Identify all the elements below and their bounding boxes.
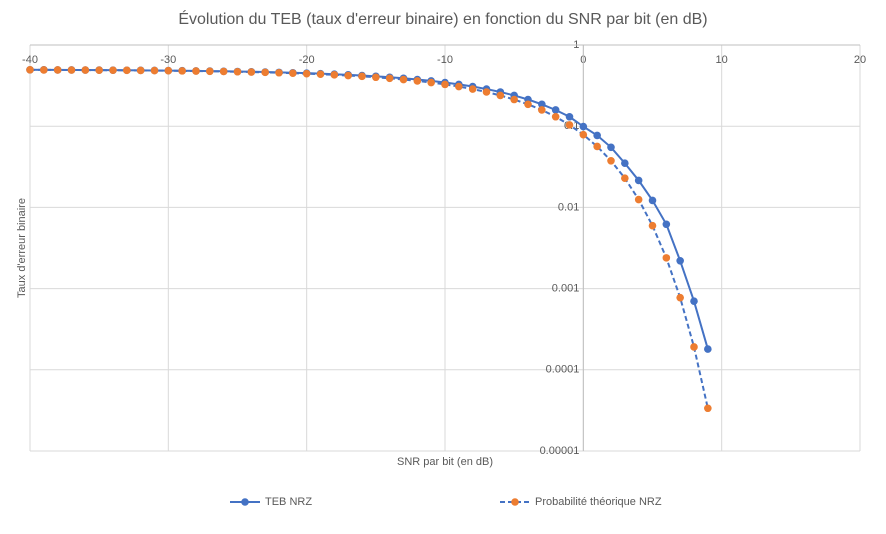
data-point — [261, 68, 269, 77]
data-point — [164, 66, 173, 75]
data-point — [427, 78, 435, 87]
data-point — [704, 404, 712, 413]
data-point — [621, 174, 629, 182]
x-tick-label: -10 — [437, 54, 453, 66]
data-point — [496, 91, 505, 100]
data-point — [551, 106, 560, 114]
data-point — [621, 159, 629, 168]
data-point — [524, 100, 532, 109]
data-point — [482, 88, 491, 96]
data-point — [593, 131, 601, 140]
data-point — [468, 85, 477, 93]
legend-marker — [241, 498, 249, 506]
data-point — [178, 67, 186, 75]
data-point — [302, 69, 311, 78]
data-point — [316, 70, 325, 78]
data-point — [565, 121, 574, 129]
data-point — [704, 345, 712, 353]
data-point — [579, 130, 588, 139]
data-point — [538, 106, 546, 114]
data-point — [40, 66, 48, 74]
y-tick-label: 0.001 — [552, 283, 580, 295]
data-point — [150, 66, 159, 75]
data-point — [607, 143, 615, 152]
data-point — [413, 77, 422, 85]
data-point — [123, 66, 131, 75]
y-axis-title: Taux d'erreur binaire — [16, 198, 28, 298]
x-tick-label: -30 — [160, 54, 176, 66]
data-point — [455, 82, 463, 91]
x-tick-label: 20 — [854, 54, 866, 66]
series-line — [29, 68, 709, 350]
data-point — [593, 142, 601, 151]
data-point — [690, 297, 698, 305]
x-tick-label: -40 — [22, 54, 38, 66]
data-point — [690, 343, 698, 351]
data-point — [26, 66, 34, 74]
series-line — [29, 68, 709, 409]
data-point — [579, 122, 588, 131]
data-point — [676, 256, 684, 265]
data-point — [634, 176, 643, 185]
data-point — [648, 221, 657, 230]
data-point — [53, 66, 62, 74]
legend-marker — [511, 498, 519, 506]
data-point — [136, 66, 145, 75]
data-point — [538, 100, 546, 109]
data-point — [441, 80, 449, 89]
x-tick-label: 10 — [716, 54, 728, 66]
data-point — [233, 67, 242, 76]
data-point — [219, 67, 228, 76]
data-point — [344, 71, 352, 80]
data-point — [634, 195, 643, 204]
data-point — [607, 156, 615, 165]
data-point — [676, 293, 684, 302]
data-point — [275, 68, 283, 77]
data-point — [662, 220, 671, 229]
data-point — [565, 112, 574, 121]
data-point — [192, 67, 200, 75]
x-axis-title: SNR par bit (en dB) — [397, 456, 493, 468]
data-point — [289, 69, 297, 77]
legend-label: TEB NRZ — [265, 496, 312, 508]
data-point — [399, 75, 408, 84]
legend-label: Probabilité théorique NRZ — [535, 496, 662, 508]
data-point — [67, 66, 76, 74]
y-tick-label: 0.0001 — [546, 364, 580, 376]
data-point — [95, 66, 103, 74]
data-point — [385, 74, 394, 83]
data-point — [648, 196, 657, 205]
data-point — [372, 73, 380, 82]
data-point — [81, 66, 90, 74]
data-point — [330, 71, 339, 79]
data-point — [109, 66, 117, 75]
data-point — [247, 68, 256, 76]
y-tick-label: 0.01 — [558, 201, 579, 213]
x-tick-label: -20 — [299, 54, 315, 66]
data-point — [206, 67, 214, 76]
data-point — [662, 254, 671, 262]
data-point — [510, 95, 518, 104]
data-point — [358, 72, 366, 81]
data-point — [551, 112, 560, 121]
y-tick-label: 0.00001 — [540, 445, 580, 457]
chart-title: Évolution du TEB (taux d'erreur binaire)… — [178, 9, 707, 28]
